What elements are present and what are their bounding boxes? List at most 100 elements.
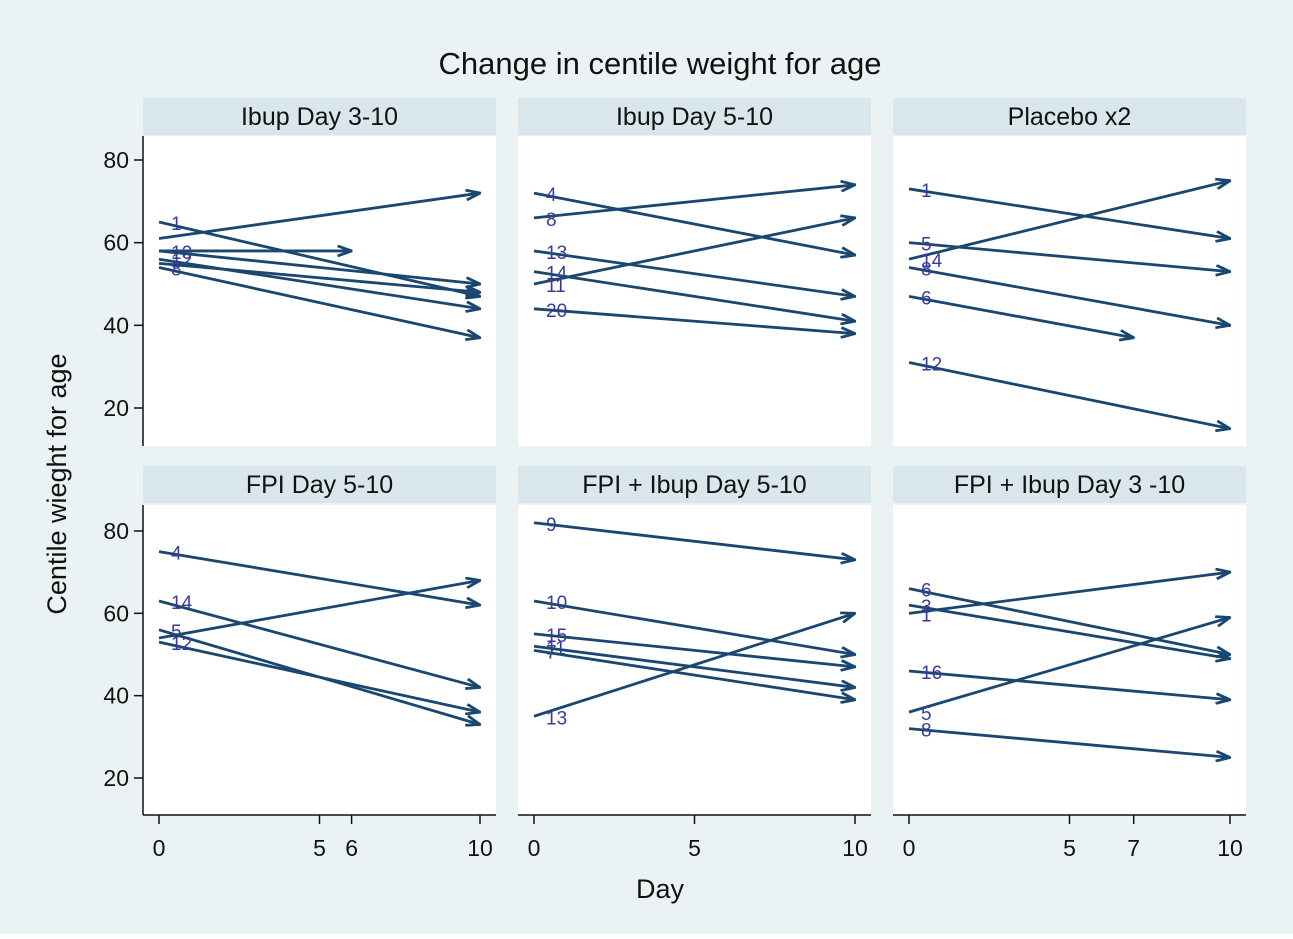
arrow-label: 8	[546, 210, 557, 231]
arrow-mark	[533, 644, 855, 687]
arrow-mark	[533, 599, 855, 655]
y-tick-label: 80	[103, 518, 129, 544]
arrow-label: 10	[546, 593, 567, 614]
arrow-label: 3	[921, 597, 932, 618]
plot-area	[893, 136, 1246, 446]
arrow-label: 9	[546, 515, 557, 536]
x-tick-label: 5	[313, 835, 326, 861]
x-tick-label: 7	[1127, 835, 1140, 861]
arrow-label: 12	[171, 634, 192, 655]
arrow-label: 15	[546, 626, 567, 647]
arrow-label: 1	[171, 214, 182, 235]
plot-area	[143, 136, 496, 446]
arrow-mark	[908, 617, 1230, 714]
panel-title: Placebo x2	[1008, 103, 1132, 131]
panel-title: FPI Day 5-10	[246, 471, 393, 499]
y-tick-label: 20	[103, 395, 129, 421]
panel-header	[143, 98, 496, 135]
y-tick-label: 40	[103, 312, 129, 338]
y-axis-label: Centile wieght for age	[42, 353, 72, 614]
arrow-mark	[908, 295, 1134, 337]
arrow-label: 4	[171, 544, 182, 565]
arrow-mark	[158, 266, 480, 337]
panel-header	[143, 466, 496, 503]
y-tick-label: 60	[103, 230, 129, 256]
arrow-mark	[158, 599, 480, 687]
arrow-mark	[533, 521, 855, 560]
x-tick-label: 10	[467, 835, 493, 861]
arrow-label: 14	[921, 251, 943, 272]
arrow-mark	[533, 307, 855, 334]
panel-4: FPI Day 5-10 4 14 512	[143, 466, 496, 815]
plot-area	[143, 505, 496, 815]
y-tick-label: 80	[103, 147, 129, 173]
arrow-mark	[158, 580, 480, 640]
arrow-label: 6	[921, 581, 932, 602]
arrow-mark	[908, 572, 1230, 615]
x-tick-label: 5	[1063, 835, 1076, 861]
arrow-label: 14	[171, 593, 193, 614]
panel-title: Ibup Day 5-10	[616, 103, 773, 131]
x-tick-label: 6	[345, 835, 358, 861]
plot-area	[893, 505, 1246, 815]
arrow-mark	[533, 218, 855, 286]
x-axis-label: Day	[636, 874, 685, 904]
panel-header	[893, 98, 1246, 135]
arrow-mark	[158, 249, 480, 284]
arrow-mark	[908, 669, 1230, 700]
x-tick-label: 0	[903, 835, 916, 861]
arrow-mark	[908, 587, 1230, 655]
chart-title: Change in centile weight for age	[439, 46, 882, 81]
plot-area	[518, 505, 871, 815]
arrow-mark	[158, 640, 480, 712]
arrow-label: 8	[921, 721, 932, 742]
panel-title: FPI + Ibup Day 3 -10	[954, 471, 1185, 499]
panel-header	[518, 466, 871, 503]
arrow-label: 13	[546, 243, 567, 264]
arrow-label: 16	[921, 663, 942, 684]
arrow-mark	[908, 361, 1230, 429]
arrow-label: 1	[921, 605, 932, 626]
arrow-mark	[908, 181, 1230, 261]
x-tick-label: 5	[688, 835, 701, 861]
arrow-mark	[158, 550, 480, 606]
arrow-label: 12	[921, 355, 942, 376]
arrow-mark	[533, 632, 855, 667]
arrow-mark	[533, 249, 855, 296]
arrow-mark	[908, 266, 1230, 325]
arrow-label: 20	[546, 301, 567, 322]
arrow-mark	[908, 187, 1230, 239]
y-tick-label: 60	[103, 600, 129, 626]
arrow-label: 13	[546, 708, 567, 729]
panel-title: FPI + Ibup Day 5-10	[582, 471, 806, 499]
arrow-label: 1	[921, 181, 932, 202]
arrow-mark	[533, 648, 855, 699]
arrow-mark	[158, 220, 480, 296]
arrow-label: 6	[921, 288, 932, 309]
x-tick-label: 10	[842, 835, 868, 861]
arrow-mark	[158, 261, 480, 292]
arrow-mark	[908, 727, 1230, 758]
arrow-mark	[533, 613, 855, 718]
x-tick-label: 0	[153, 835, 166, 861]
arrow-label: 5	[921, 235, 932, 256]
x-tick-label: 0	[528, 835, 541, 861]
arrow-mark	[533, 185, 855, 220]
arrow-label: 8	[171, 259, 182, 280]
arrow-label: 8	[921, 259, 932, 280]
arrow-mark	[158, 193, 480, 240]
y-tick-label: 40	[103, 683, 129, 709]
panel-title: Ibup Day 3-10	[241, 103, 398, 131]
arrow-mark	[533, 191, 855, 255]
arrow-label: 5	[921, 704, 932, 725]
panel-6: FPI + Ibup Day 3 -10 631 16 58	[893, 466, 1246, 815]
arrow-label: 7	[546, 642, 557, 663]
panel-header	[518, 98, 871, 135]
